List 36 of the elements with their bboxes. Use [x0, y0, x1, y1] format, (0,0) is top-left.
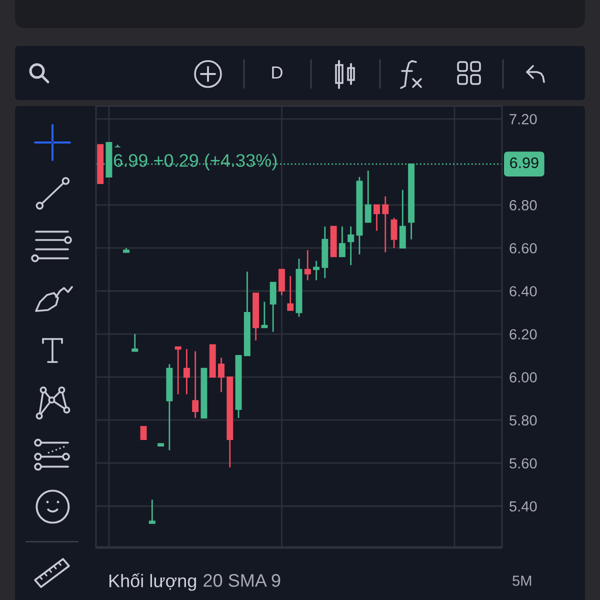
- y-tick-label: 6.80: [510, 200, 537, 210]
- candlestick: [140, 426, 147, 440]
- candlestick: [313, 260, 320, 281]
- annotation: 6.99 +0.29 (+4.33%): [114, 154, 277, 170]
- candlestick: [399, 189, 406, 249]
- ref-line-label: 6.99: [510, 157, 538, 168]
- text: D: [272, 66, 282, 78]
- y-tick-label: 7.20: [510, 114, 537, 124]
- text: 20 SMA 9: [204, 574, 280, 587]
- candlestick: [148, 498, 156, 524]
- y-tick-label: 6.40: [510, 286, 537, 296]
- candlestick: [348, 226, 354, 266]
- candlestick: [270, 282, 276, 333]
- y-tick-label: 6.60: [510, 243, 537, 254]
- candlestick: [390, 217, 398, 249]
- candlestick: [183, 348, 190, 395]
- candlestick: [374, 204, 380, 232]
- y-tick-label: 5.80: [510, 415, 537, 426]
- y-tick-label: 6.20: [510, 329, 537, 340]
- y-tick-label: 6.00: [510, 372, 537, 382]
- text: Khối lượng: [109, 573, 196, 591]
- candlestick: [174, 346, 182, 395]
- candlestick: [287, 275, 294, 312]
- candlestick: [218, 357, 224, 393]
- text: 5M: [512, 576, 532, 586]
- candlestick: [132, 333, 138, 352]
- y-tick-label: 5.40: [510, 501, 537, 512]
- candlestick: [114, 144, 121, 148]
- candlestick: [338, 226, 346, 258]
- candlestick: [261, 301, 268, 328]
- candlestick: [192, 350, 199, 419]
- candlestick: [382, 196, 389, 253]
- candlestick: [278, 268, 285, 296]
- y-tick-label: 5.60: [510, 458, 537, 469]
- candlestick: [364, 170, 372, 223]
- candlestick: [304, 249, 311, 281]
